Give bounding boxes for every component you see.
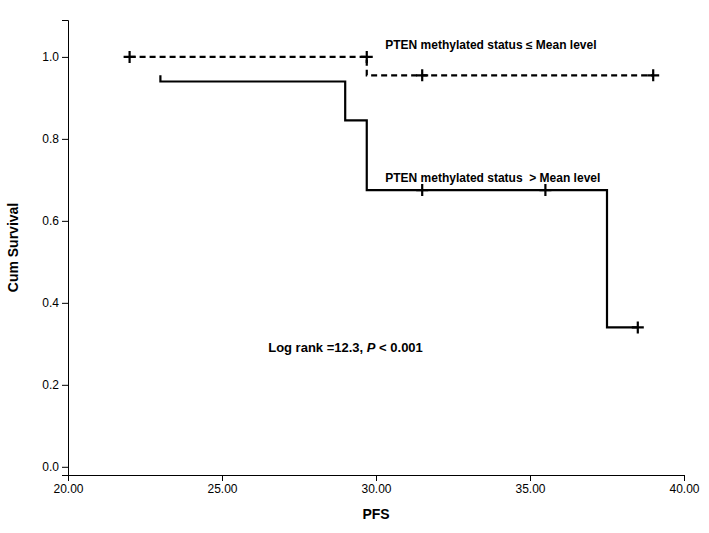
y-axis-tick-label: 0.4 bbox=[42, 296, 59, 310]
y-axis-tick: 0.8 bbox=[42, 132, 68, 146]
censor-marker bbox=[539, 184, 551, 196]
y-axis-tick-mark bbox=[62, 303, 68, 304]
annotation-part: < 0.001 bbox=[375, 340, 422, 355]
x-axis-title: PFS bbox=[362, 506, 389, 522]
censor-marker bbox=[632, 321, 644, 333]
censor-marker bbox=[416, 69, 428, 81]
y-axis-tick-mark bbox=[62, 57, 68, 58]
y-axis-tick-mark bbox=[62, 221, 68, 222]
censor-marker bbox=[416, 184, 428, 196]
y-axis-tick: 1.0 bbox=[42, 50, 68, 64]
curve-label: PTEN methylated status > Mean level bbox=[385, 171, 600, 185]
censor-marker bbox=[124, 51, 136, 63]
x-axis-tick-label: 20.00 bbox=[53, 482, 83, 496]
x-axis-tick-label: 40.00 bbox=[669, 482, 699, 496]
annotation: Log rank =12.3, P < 0.001 bbox=[268, 340, 423, 355]
x-axis-tick: 25.00 bbox=[207, 475, 237, 496]
survival-curve bbox=[130, 57, 654, 75]
x-axis-tick-label: 35.00 bbox=[515, 482, 545, 496]
x-axis-tick-label: 25.00 bbox=[207, 482, 237, 496]
plot: 20.00 25.00 30.00 35.00 40.00 0.0 0.2 0.4 0.6 0.8… bbox=[5, 21, 700, 523]
x-axis-tick-label: 30.00 bbox=[361, 482, 391, 496]
x-axis-tick: 20.00 bbox=[53, 475, 83, 496]
y-axis-tick-mark bbox=[62, 385, 68, 386]
x-axis: 20.00 25.00 30.00 35.00 40.00 bbox=[53, 475, 699, 496]
y-axis-tick-label: 0.0 bbox=[42, 460, 59, 474]
censor-marker bbox=[647, 69, 659, 81]
x-axis-tick-mark bbox=[684, 475, 685, 481]
x-axis-tick-mark bbox=[222, 475, 223, 481]
censor-marker bbox=[361, 51, 373, 63]
x-axis-line bbox=[69, 476, 685, 482]
curve-label: PTEN methylated status ≤ Mean level bbox=[385, 38, 596, 52]
marks bbox=[124, 51, 660, 334]
y-axis-tick-label: 0.2 bbox=[42, 378, 59, 392]
y-axis-title: Cum Survival bbox=[5, 203, 21, 292]
x-axis-tick: 30.00 bbox=[361, 475, 391, 496]
x-axis-tick-mark bbox=[376, 475, 377, 481]
y-axis-tick: 0.2 bbox=[42, 378, 68, 392]
y-axis-line bbox=[62, 21, 69, 476]
y-axis: 0.0 0.2 0.4 0.6 0.8 1.0 bbox=[42, 21, 68, 476]
y-axis-tick-mark bbox=[62, 139, 68, 140]
y-axis-tick-label: 0.8 bbox=[42, 132, 59, 146]
x-axis-tick-mark bbox=[530, 475, 531, 481]
chart: 20.00 25.00 30.00 35.00 40.00 0.0 0.2 0.4 0.6 0.8… bbox=[0, 0, 709, 533]
annotation-part: Log rank =12.3, bbox=[268, 340, 367, 355]
y-axis-tick-mark bbox=[62, 467, 68, 468]
y-axis-tick-label: 0.6 bbox=[42, 214, 59, 228]
y-axis-tick: 0.4 bbox=[42, 296, 68, 310]
x-axis-tick: 40.00 bbox=[669, 475, 699, 496]
y-axis-tick: 0.6 bbox=[42, 214, 68, 228]
y-axis-tick-label: 1.0 bbox=[42, 50, 59, 64]
y-axis-tick: 0.0 bbox=[42, 460, 68, 474]
annotation-part: P bbox=[367, 340, 376, 355]
x-axis-tick: 35.00 bbox=[515, 475, 545, 496]
survival-curve bbox=[160, 75, 637, 327]
